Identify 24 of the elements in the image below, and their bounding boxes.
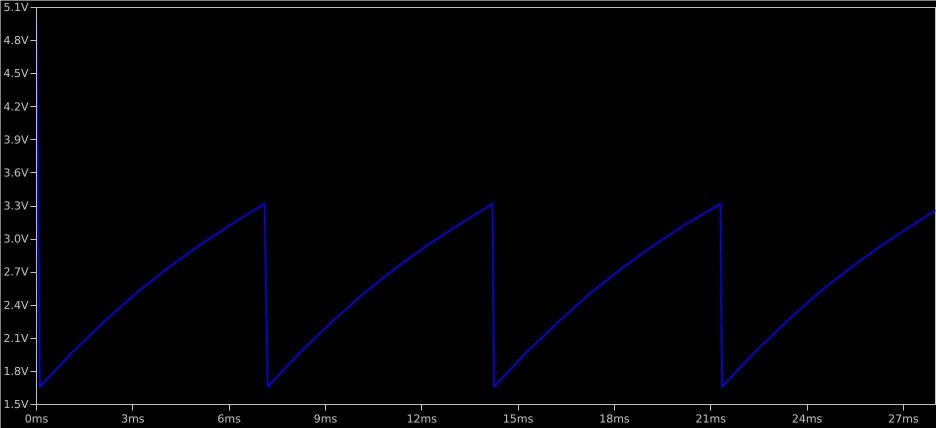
y-tick-label: 2.4V xyxy=(3,298,29,312)
line-series xyxy=(36,18,936,388)
x-tick-label: 24ms xyxy=(792,412,823,426)
y-tick-label: 3.9V xyxy=(3,133,29,146)
y-tick-label: 1.8V xyxy=(3,364,29,378)
x-tick-label: 3ms xyxy=(121,412,145,426)
x-tick-label: 6ms xyxy=(217,412,242,426)
y-tick-label: 3.0V xyxy=(3,232,29,246)
y-tick-label: 4.5V xyxy=(3,67,29,80)
y-tick-label: 3.6V xyxy=(3,166,29,180)
x-tick-label: 9ms xyxy=(314,412,338,426)
x-tick-label: 27ms xyxy=(888,412,919,426)
y-tick-label: 2.1V xyxy=(3,332,29,345)
y-tick-label: 1.5V xyxy=(3,398,29,411)
y-tick-label: 4.8V xyxy=(3,34,29,48)
x-tick-label: 15ms xyxy=(502,412,534,426)
y-tick-label: 5.1V xyxy=(3,1,29,14)
y-tick-label: 2.7V xyxy=(3,266,29,279)
x-tick-label: 12ms xyxy=(406,412,438,426)
x-tick-label: 18ms xyxy=(599,412,630,426)
y-tick-label: 4.2V xyxy=(3,100,29,114)
x-tick-label: 0ms xyxy=(24,412,48,426)
x-tick-label: 21ms xyxy=(696,412,726,426)
y-tick-label: 3.3V xyxy=(3,200,29,212)
